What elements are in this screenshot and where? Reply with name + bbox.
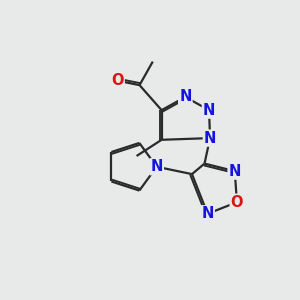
- Text: N: N: [229, 164, 241, 178]
- Text: N: N: [179, 89, 191, 104]
- Text: N: N: [203, 103, 215, 118]
- Text: O: O: [111, 73, 124, 88]
- Text: N: N: [201, 206, 214, 221]
- Text: N: N: [151, 159, 163, 174]
- Text: O: O: [231, 195, 243, 210]
- Text: N: N: [204, 130, 216, 146]
